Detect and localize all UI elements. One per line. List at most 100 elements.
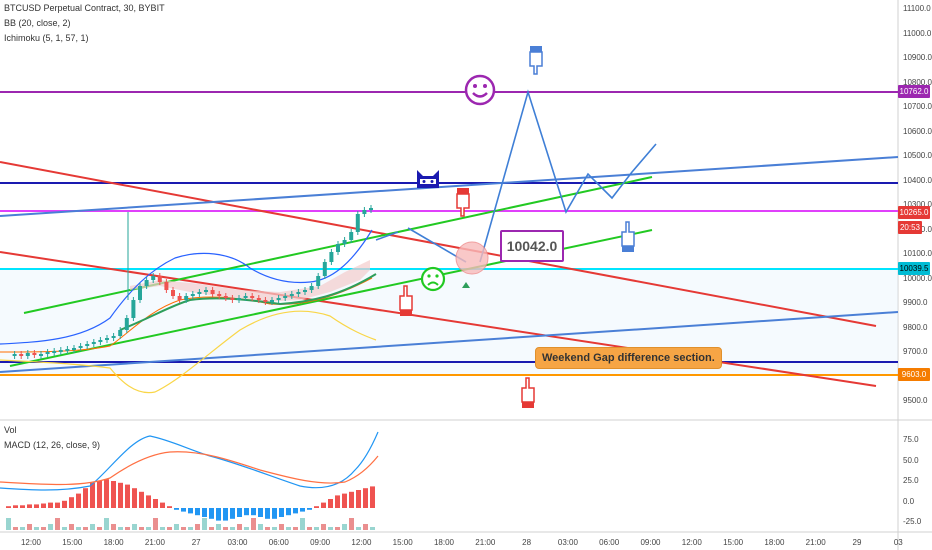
time-axis-label: 12:00 <box>681 538 702 547</box>
candle-body <box>230 298 235 300</box>
macd-histogram-bar <box>202 508 207 517</box>
candle-body <box>12 354 17 356</box>
volume-bar <box>370 527 375 530</box>
weekend-gap-note[interactable]: Weekend Gap difference section. <box>535 347 722 369</box>
volume-bar <box>34 527 39 530</box>
price-axis-label: 9900.0 <box>903 298 928 307</box>
price-axis-label: 11100.0 <box>903 4 931 13</box>
price-callout[interactable]: 10042.0 <box>500 230 564 262</box>
volume-bar <box>181 527 186 530</box>
frowning-face-icon <box>420 266 446 292</box>
time-axis-label: 21:00 <box>805 538 826 547</box>
time-axis-label: 18:00 <box>433 538 455 547</box>
volume-bar <box>76 527 81 530</box>
macd-histogram-bar <box>174 508 179 510</box>
volume-bar <box>258 524 263 530</box>
volume-bar <box>307 527 312 530</box>
volume-bar <box>321 524 326 530</box>
price-axis-label: 10300.0 <box>903 200 932 209</box>
macd-histogram-bar <box>188 508 193 514</box>
steel-channel-lower[interactable] <box>0 311 899 373</box>
volume-bar <box>20 527 25 530</box>
volume-bar <box>202 518 207 530</box>
time-axis-label: 21:00 <box>144 538 165 547</box>
volume-bar <box>55 518 60 530</box>
time-axis-label: 12:00 <box>351 538 372 547</box>
macd-histogram-bar <box>328 499 333 508</box>
candle-body <box>190 294 195 296</box>
volume-bars <box>6 518 375 530</box>
candle-body <box>131 300 136 318</box>
volume-bar <box>272 527 277 530</box>
macd-histogram-bar <box>237 508 242 517</box>
pointing-hand-down-icon <box>456 188 470 217</box>
time-axis-label: 18:00 <box>103 538 124 547</box>
time-axis-label: 06:00 <box>599 538 620 547</box>
volume-bar <box>6 518 11 530</box>
macd-histogram-bar <box>363 488 368 508</box>
candle-body <box>118 330 123 336</box>
macd-histogram-bar <box>286 508 291 516</box>
bollinger-lower <box>0 310 377 394</box>
volume-bar <box>195 524 200 530</box>
price-tag-10039: 10039.5 <box>898 262 930 275</box>
red-downtrend-lower[interactable] <box>0 251 877 387</box>
candle-body <box>369 208 373 210</box>
macd-histogram-bar <box>41 503 46 508</box>
candle-body <box>289 294 294 296</box>
small-up-marker <box>462 282 470 288</box>
volume-bar <box>83 527 88 530</box>
macd-histogram-bar <box>118 482 123 508</box>
candle-body <box>124 318 129 330</box>
candle-body <box>303 290 307 292</box>
macd-histogram-bar <box>83 488 88 508</box>
macd-histogram-bar <box>132 488 137 508</box>
candle-body <box>52 351 57 353</box>
time-axis-label: 09:00 <box>310 538 331 547</box>
candle-body <box>105 338 109 340</box>
time-axis-label: 12:00 <box>20 538 42 547</box>
macd-histogram-bar <box>153 499 158 508</box>
price-tag-10762: 10762.0 <box>898 85 930 98</box>
candle-body <box>316 276 321 286</box>
volume-bar <box>293 527 298 530</box>
macd-histogram-bar <box>356 490 361 508</box>
macd-histogram-bar <box>209 508 214 519</box>
macd-axis-label: 50.0 <box>903 455 919 465</box>
macd-histogram <box>6 479 375 521</box>
time-axis-label: 29 <box>852 538 862 547</box>
steel-channel-upper[interactable] <box>0 156 899 217</box>
volume-bar <box>27 524 32 530</box>
price-axis-label: 10600.0 <box>903 126 932 136</box>
macd-histogram-bar <box>97 481 102 508</box>
candle-body <box>19 354 24 356</box>
volume-bar <box>90 524 95 530</box>
candle-body <box>144 280 149 286</box>
candle-body <box>72 348 76 350</box>
volume-bar <box>104 518 109 530</box>
pointing-hand-up-icon <box>399 285 413 316</box>
macd-histogram-bar <box>223 508 228 521</box>
macd-histogram-bar <box>48 502 53 508</box>
candle-body <box>85 344 90 346</box>
time-axis-label: 15:00 <box>392 538 413 547</box>
macd-histogram-bar <box>195 508 200 516</box>
candle-body <box>237 298 241 300</box>
volume-bar <box>167 527 172 530</box>
red-downtrend-upper[interactable] <box>0 161 877 327</box>
macd-histogram-bar <box>69 497 74 508</box>
price-tag-countdown: 20:53 <box>898 221 922 234</box>
volume-bar <box>223 527 228 530</box>
volume-bar <box>153 518 158 530</box>
volume-bar <box>188 527 193 530</box>
candle-body <box>250 296 255 298</box>
macd-axis-label: 75.0 <box>903 435 919 444</box>
time-axis-label: 03 <box>893 538 903 547</box>
macd-histogram-bar <box>321 502 326 508</box>
candle-body <box>336 244 340 252</box>
smiley-face-icon <box>464 74 496 106</box>
volume-bar <box>139 527 144 530</box>
macd-histogram-bar <box>244 508 249 516</box>
